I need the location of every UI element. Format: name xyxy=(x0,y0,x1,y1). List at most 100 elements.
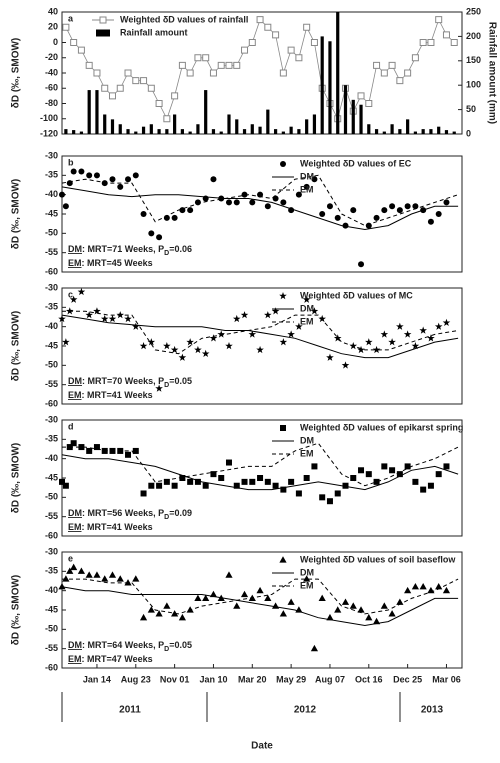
annotation-text: : MRT=41 Weeks xyxy=(82,522,153,532)
y2-tick-label: 100 xyxy=(466,80,481,90)
point xyxy=(131,322,140,330)
point xyxy=(194,478,201,485)
x-tick-label: Jan 14 xyxy=(83,674,111,684)
point xyxy=(70,563,78,571)
point xyxy=(93,444,100,451)
bar xyxy=(336,12,340,134)
bar xyxy=(118,124,122,134)
annotation-sub: D xyxy=(164,250,169,257)
y-tick-label: -60 xyxy=(45,662,58,672)
y-tick-label: -20 xyxy=(45,52,58,62)
point xyxy=(147,338,156,346)
legend-label: Weighted δD values of MC xyxy=(300,290,413,300)
y-tick-label: -50 xyxy=(45,360,58,370)
annotation: EM: MRT=45 Weeks xyxy=(68,258,153,268)
bar xyxy=(429,129,433,134)
series-line xyxy=(61,454,459,491)
point xyxy=(396,471,403,478)
bar xyxy=(235,119,239,134)
point xyxy=(357,92,365,100)
point xyxy=(202,482,209,489)
point xyxy=(78,168,85,175)
point xyxy=(140,77,148,85)
annotation-model: EM xyxy=(68,654,82,664)
legend-swatch xyxy=(96,29,110,37)
point xyxy=(435,211,442,217)
y-tick-label: -35 xyxy=(45,170,58,180)
annotation-model: DM xyxy=(68,376,82,386)
point xyxy=(232,314,241,323)
x-tick-label: May 29 xyxy=(276,674,306,684)
annotation-model: EM xyxy=(68,390,82,400)
y-tick-label: -35 xyxy=(45,566,58,576)
point xyxy=(132,575,140,582)
point xyxy=(334,606,342,613)
point xyxy=(233,199,240,206)
point xyxy=(373,61,381,69)
point xyxy=(396,77,404,85)
panel-letter: a xyxy=(68,13,74,23)
point xyxy=(389,467,396,474)
point xyxy=(342,222,349,229)
point xyxy=(435,16,443,24)
point xyxy=(201,349,210,357)
bar xyxy=(165,129,169,134)
annotation: DM: MRT=71 Weeks, PD=0.06 xyxy=(68,244,192,256)
point xyxy=(233,602,241,609)
point xyxy=(287,46,295,54)
point xyxy=(288,478,295,485)
point xyxy=(442,318,451,327)
point xyxy=(62,482,69,489)
y-tick-label: -45 xyxy=(45,472,58,482)
point xyxy=(256,16,264,24)
point xyxy=(381,207,388,214)
point xyxy=(101,447,108,454)
point xyxy=(350,207,357,214)
point xyxy=(77,46,85,54)
series-line xyxy=(61,586,459,627)
point xyxy=(93,69,101,77)
point xyxy=(358,261,365,268)
point xyxy=(372,345,381,354)
bar xyxy=(180,129,184,134)
y-tick-label: -30 xyxy=(45,282,58,292)
point xyxy=(365,100,373,107)
point xyxy=(70,168,77,175)
point xyxy=(380,69,388,77)
legend-label: EM xyxy=(300,448,314,458)
annotation-sub: D xyxy=(164,382,169,389)
point xyxy=(93,172,100,179)
point xyxy=(404,203,411,210)
point xyxy=(272,31,280,39)
annotation-sub: D xyxy=(164,646,169,653)
point xyxy=(279,69,287,77)
point xyxy=(442,31,450,39)
point xyxy=(381,463,388,470)
y-tick-label: -55 xyxy=(45,511,58,521)
point xyxy=(125,176,132,183)
point xyxy=(372,617,381,625)
point xyxy=(58,314,66,323)
panel-frame xyxy=(61,155,463,273)
point xyxy=(396,322,404,330)
year-label: 2011 xyxy=(119,705,141,716)
point xyxy=(85,311,93,319)
point xyxy=(163,602,171,609)
point xyxy=(280,199,287,206)
point xyxy=(389,203,396,210)
y-tick-label: 20 xyxy=(48,22,58,32)
point xyxy=(101,180,108,187)
x-tick-label: Aug 23 xyxy=(121,674,151,684)
point xyxy=(248,330,257,338)
point xyxy=(217,61,225,69)
point xyxy=(116,84,124,92)
legend-label: DM xyxy=(300,171,314,181)
point xyxy=(116,575,124,582)
point xyxy=(178,353,187,361)
point xyxy=(412,478,419,485)
bar xyxy=(266,109,270,134)
point xyxy=(419,583,427,590)
point xyxy=(194,54,202,62)
bar xyxy=(398,129,402,134)
bar xyxy=(444,130,449,134)
